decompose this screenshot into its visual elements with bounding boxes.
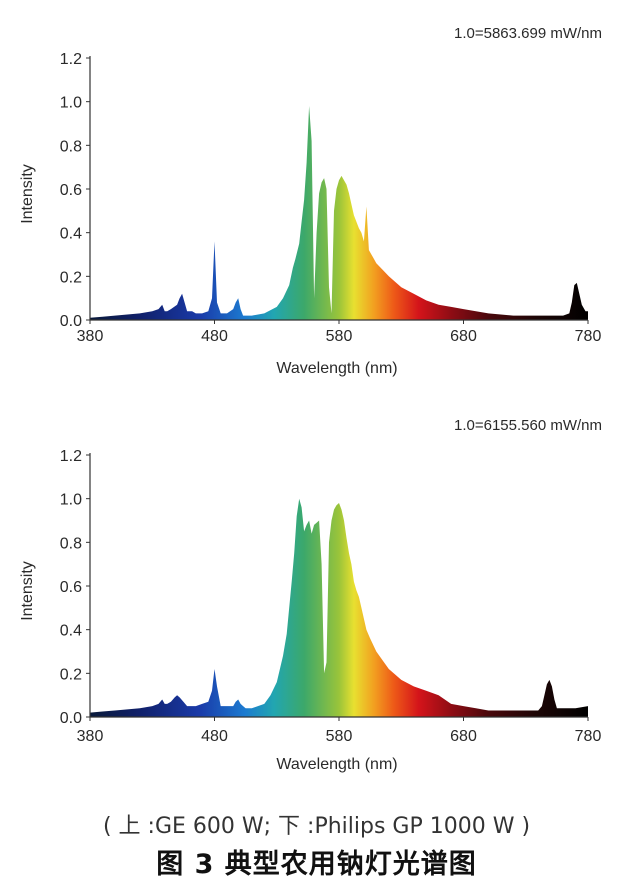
y-tick-label: 0.0 bbox=[60, 313, 82, 330]
figure-caption-subtitle: ( 上 :GE 600 W; 下 :Philips GP 1000 W ) bbox=[102, 814, 531, 839]
y-tick-label: 1.0 bbox=[60, 95, 82, 112]
y-tick-label: 0.6 bbox=[60, 182, 82, 199]
scale-annotation: 1.0=5863.699 mW/nm bbox=[454, 25, 602, 42]
x-tick-label: 780 bbox=[575, 328, 602, 345]
spectrum-panel-2: 0.0 0.2 0.4 0.6 0.8 1.0 1.2 380 480 580 680 780 Wave… bbox=[19, 417, 602, 773]
x-tick-label: 680 bbox=[450, 728, 477, 745]
x-tick-label: 680 bbox=[450, 328, 477, 345]
y-tick-label: 0.0 bbox=[60, 710, 82, 727]
x-tick-label: 780 bbox=[575, 728, 602, 745]
x-axis-label: Wavelength (nm) bbox=[276, 756, 397, 773]
x-axis-label: Wavelength (nm) bbox=[276, 360, 397, 377]
y-tick-label: 0.8 bbox=[60, 535, 82, 552]
y-tick-label: 1.2 bbox=[60, 448, 82, 465]
y-tick-label: 0.2 bbox=[60, 269, 82, 286]
y-tick-label: 0.2 bbox=[60, 666, 82, 683]
x-tick-label: 480 bbox=[201, 728, 228, 745]
spectrum-area bbox=[90, 106, 588, 320]
y-axis-label: Intensity bbox=[19, 561, 36, 621]
x-tick-label: 480 bbox=[201, 328, 228, 345]
x-tick-label: 580 bbox=[326, 328, 353, 345]
spectrum-panel-1: 0.0 0.2 0.4 0.6 0.8 1.0 1.2 380 480 580 680 780 Wave… bbox=[19, 25, 602, 377]
y-tick-label: 0.4 bbox=[60, 226, 82, 243]
y-tick-label: 0.6 bbox=[60, 579, 82, 596]
y-tick-label: 0.8 bbox=[60, 138, 82, 155]
y-tick-label: 1.0 bbox=[60, 492, 82, 509]
scale-annotation: 1.0=6155.560 mW/nm bbox=[454, 417, 602, 434]
y-tick-label: 1.2 bbox=[60, 51, 82, 68]
y-axis-label: Intensity bbox=[19, 164, 36, 224]
spectra-chart-area: 0.0 0.2 0.4 0.6 0.8 1.0 1.2 380 480 580 680 780 Wave… bbox=[19, 25, 602, 773]
spectrum-area bbox=[90, 498, 588, 717]
y-tick-label: 0.4 bbox=[60, 623, 82, 640]
x-tick-label: 380 bbox=[77, 328, 104, 345]
x-tick-label: 580 bbox=[326, 728, 353, 745]
figure-caption-title: 图 3 典型农用钠灯光谱图 bbox=[156, 849, 477, 880]
x-tick-label: 380 bbox=[77, 728, 104, 745]
